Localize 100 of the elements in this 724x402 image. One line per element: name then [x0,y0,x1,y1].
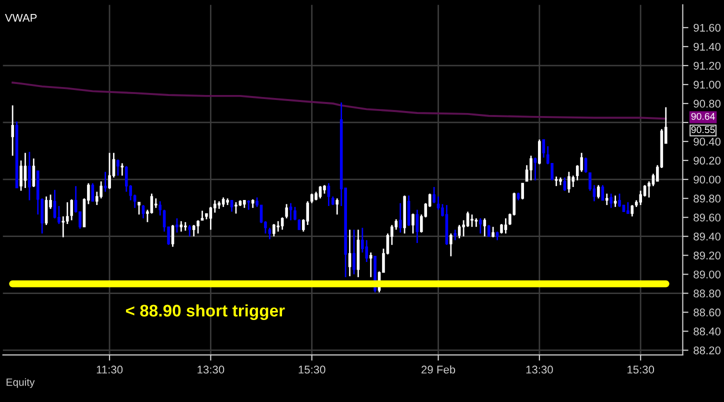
candlestick [176,218,178,234]
candlestick [11,104,14,156]
annotation: < 88.90 short trigger [126,304,285,320]
candlestick [260,204,263,224]
candlestick [416,209,419,244]
candlestick [542,138,546,158]
candlestick [432,186,436,204]
y-tick-label: 88.20 [694,346,721,354]
text: Equity [6,378,35,388]
candlestick [479,218,482,234]
candlestick [610,192,612,209]
candlestick [554,176,558,187]
candlestick [268,227,272,240]
y-tick-label: 88.40 [694,328,721,336]
candlestick [504,218,508,234]
candlestick [142,204,145,220]
candlestick [336,198,339,216]
text: 90.64 [691,112,715,120]
candlestick [104,171,107,192]
candlestick [597,184,600,200]
x-tick-label: 11:30 [96,366,123,374]
y-tick-label: 91.60 [694,24,721,32]
candlestick [196,220,200,234]
candlestick [306,200,310,226]
line-series [12,82,667,120]
candlestick [222,196,225,208]
y-tick-label: 90.00 [694,176,721,184]
x-tick-label: 29 Feb [422,365,456,374]
x-tick-label: 13:30 [526,366,553,374]
candlestick [407,194,410,227]
candlestick [124,165,128,192]
candlestick [138,202,140,216]
candlestick [618,192,621,208]
y-tick-label: 89.00 [694,270,721,278]
candlestick [108,152,111,190]
candlestick [568,171,570,194]
candlestick [492,226,494,238]
y-tick-label: 90.40 [694,138,721,146]
candlestick [580,152,583,173]
candlestick [280,216,284,230]
candlestick [154,198,158,209]
candlestick [584,156,588,174]
candlestick [44,196,48,226]
x-tick-label: 13:30 [198,366,224,374]
candlestick [538,138,541,165]
candlestick [521,182,524,200]
x-tick-label: 15:30 [298,366,326,374]
candlestick [62,216,65,238]
candlestick [150,192,154,214]
candlestick [285,203,288,220]
text: VWAP [4,14,37,22]
candlestick [626,202,630,214]
text: 90.55 [691,126,715,134]
y-tick-label: 91.00 [694,80,721,89]
candlestick [534,156,537,182]
candlestick [630,204,634,218]
y-tick-label: 89.40 [694,232,721,240]
candlestick [20,160,22,192]
candlestick [100,180,103,200]
y-tick-label: 89.60 [694,214,721,222]
candlestick [66,202,69,225]
candlestick [365,239,368,263]
candlestick [28,151,31,201]
candlestick [352,229,356,276]
candlestick [70,198,73,221]
candlestick [158,200,162,216]
y-tick-label: 91.40 [694,42,721,51]
y-tick-label: 89.80 [694,194,721,203]
candlestick [180,220,183,232]
y-tick-label: 88.80 [694,290,721,298]
candlestick [116,158,120,176]
candlestick [272,223,276,238]
y-tick-label: 90.20 [694,156,721,165]
x-tick-label: 15:30 [628,366,654,374]
candlestick [188,224,192,238]
candlestick [318,185,322,200]
candlestick [487,224,490,238]
candlestick [171,224,174,248]
candlestick [289,202,292,221]
candlestick [605,192,608,206]
candlestick [192,224,196,238]
candlestick [348,229,352,277]
candlestick [234,202,238,214]
candlestick [369,252,372,278]
y-tick-label: 88.60 [694,308,721,316]
candlestick [614,194,617,208]
candlestick [454,229,457,241]
candlestick [500,223,503,234]
candlestick [247,200,250,210]
candlestick [32,158,36,188]
y-tick-label: 89.20 [694,252,721,260]
candlestick [530,155,532,182]
candlestick [294,206,296,221]
candlestick [450,232,452,257]
candlestick [230,200,234,212]
candlestick [483,218,486,238]
y-tick-label: 90.80 [694,100,721,108]
candlestick [470,214,474,228]
candlestick [412,212,414,234]
candlestick [58,205,60,225]
